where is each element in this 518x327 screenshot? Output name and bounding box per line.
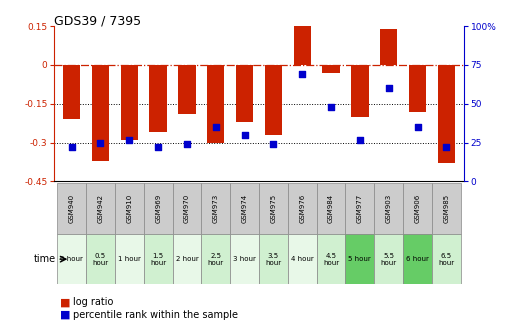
- Bar: [346, 183, 375, 234]
- Point: [154, 145, 162, 150]
- Bar: [236, 65, 253, 122]
- Bar: [294, 26, 311, 65]
- Bar: [92, 65, 109, 161]
- Bar: [346, 234, 375, 284]
- Point: [240, 132, 249, 137]
- Bar: [265, 65, 282, 135]
- Text: GSM984: GSM984: [328, 194, 334, 223]
- Bar: [202, 183, 230, 234]
- Bar: [202, 234, 230, 284]
- Bar: [63, 65, 80, 119]
- Bar: [351, 65, 368, 117]
- Point: [413, 125, 422, 130]
- Bar: [143, 234, 172, 284]
- Text: ■: ■: [60, 298, 70, 307]
- Bar: [316, 234, 346, 284]
- Bar: [115, 183, 143, 234]
- Text: GSM940: GSM940: [69, 194, 75, 223]
- Text: 2.5
hour: 2.5 hour: [208, 253, 224, 266]
- Text: GSM970: GSM970: [184, 194, 190, 223]
- Point: [356, 137, 364, 142]
- Bar: [115, 234, 143, 284]
- Point: [327, 104, 335, 110]
- Point: [183, 142, 191, 147]
- Bar: [322, 65, 340, 73]
- Point: [212, 125, 220, 130]
- Bar: [57, 234, 86, 284]
- Bar: [121, 65, 138, 140]
- Bar: [150, 65, 167, 132]
- Text: 6.5
hour: 6.5 hour: [438, 253, 454, 266]
- Text: GSM976: GSM976: [299, 194, 305, 223]
- Bar: [432, 234, 461, 284]
- Bar: [143, 183, 172, 234]
- Text: time: time: [34, 254, 56, 264]
- Bar: [259, 183, 288, 234]
- Bar: [207, 65, 224, 143]
- Text: percentile rank within the sample: percentile rank within the sample: [73, 310, 238, 319]
- Bar: [230, 234, 259, 284]
- Text: log ratio: log ratio: [73, 298, 113, 307]
- Bar: [230, 183, 259, 234]
- Text: GSM942: GSM942: [97, 194, 104, 223]
- Text: GSM973: GSM973: [213, 194, 219, 223]
- Point: [125, 137, 134, 142]
- Text: GSM906: GSM906: [414, 194, 421, 223]
- Text: 5.5
hour: 5.5 hour: [381, 253, 397, 266]
- Bar: [172, 234, 202, 284]
- Point: [96, 140, 105, 145]
- Point: [269, 142, 278, 147]
- Point: [384, 86, 393, 91]
- Point: [67, 145, 76, 150]
- Text: 3 hour: 3 hour: [233, 256, 256, 262]
- Bar: [288, 234, 316, 284]
- Text: 5 hour: 5 hour: [349, 256, 371, 262]
- Bar: [409, 65, 426, 112]
- Text: 0 hour: 0 hour: [60, 256, 83, 262]
- Bar: [172, 183, 202, 234]
- Text: 4 hour: 4 hour: [291, 256, 313, 262]
- Bar: [375, 183, 403, 234]
- Bar: [57, 183, 86, 234]
- Text: GSM985: GSM985: [443, 194, 449, 223]
- Bar: [438, 65, 455, 164]
- Bar: [375, 234, 403, 284]
- Bar: [86, 183, 115, 234]
- Text: 6 hour: 6 hour: [406, 256, 429, 262]
- Bar: [86, 234, 115, 284]
- Text: 1 hour: 1 hour: [118, 256, 141, 262]
- Text: ■: ■: [60, 310, 70, 319]
- Text: 0.5
hour: 0.5 hour: [92, 253, 109, 266]
- Bar: [432, 183, 461, 234]
- Text: 1.5
hour: 1.5 hour: [150, 253, 166, 266]
- Bar: [178, 65, 196, 114]
- Bar: [403, 183, 432, 234]
- Text: GDS39 / 7395: GDS39 / 7395: [54, 15, 141, 28]
- Text: GSM903: GSM903: [386, 194, 392, 223]
- Text: GSM977: GSM977: [357, 194, 363, 223]
- Bar: [380, 29, 397, 65]
- Text: GSM969: GSM969: [155, 194, 161, 223]
- Text: 4.5
hour: 4.5 hour: [323, 253, 339, 266]
- Text: 2 hour: 2 hour: [176, 256, 198, 262]
- Bar: [316, 183, 346, 234]
- Point: [442, 145, 451, 150]
- Text: GSM975: GSM975: [270, 194, 277, 223]
- Bar: [288, 183, 316, 234]
- Bar: [403, 234, 432, 284]
- Text: GSM974: GSM974: [241, 194, 248, 223]
- Bar: [259, 234, 288, 284]
- Text: 3.5
hour: 3.5 hour: [265, 253, 281, 266]
- Text: GSM910: GSM910: [126, 194, 132, 223]
- Point: [298, 72, 306, 77]
